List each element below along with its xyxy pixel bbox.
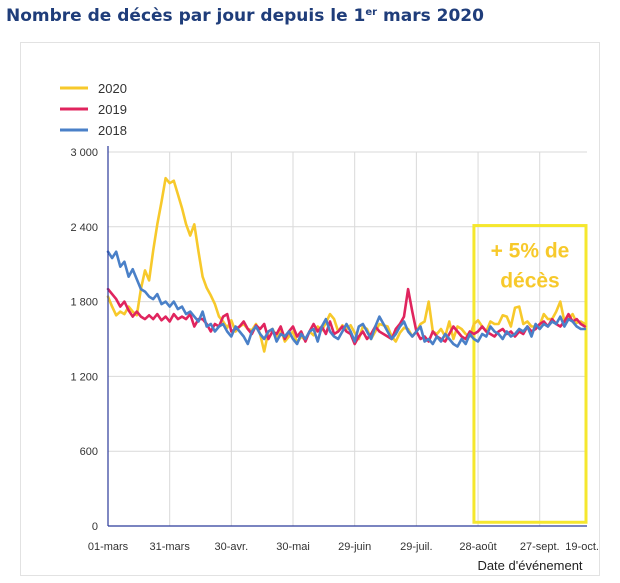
y-tick-label: 1 200 (70, 371, 98, 383)
highlight-layer: + 5% de décès (472, 224, 588, 524)
page-title-end: mars 2020 (377, 6, 484, 26)
x-tick-label: 28-août (459, 541, 496, 553)
page-title-main: Nombre de décès par jour depuis le 1 (6, 6, 366, 26)
legend-label-2019: 2019 (98, 102, 127, 117)
x-tick-label: 30-mai (276, 541, 310, 553)
x-tick-label: 19-oct. (565, 541, 599, 553)
x-tick-label: 01-mars (88, 541, 129, 553)
highlight-box (472, 224, 588, 524)
highlight-label: + 5% de (491, 240, 570, 263)
series-line-2020 (106, 176, 587, 353)
x-axis-title: Date d'événement (477, 558, 582, 573)
grid-lines (108, 151, 587, 527)
y-tick-label: 600 (80, 446, 98, 458)
x-tick-label: 29-juin (338, 541, 371, 553)
chart-frame (20, 42, 600, 576)
x-tick-labels: 01-mars 31-mars 30-avr. 30-mai 29-juin 29-jui… (88, 541, 599, 553)
series-lines (106, 176, 587, 353)
legend-label-2020: 2020 (98, 81, 127, 96)
x-tick-label: 30-avr. (215, 541, 249, 553)
y-tick-label: 2 400 (70, 222, 98, 234)
x-tick-label: 31-mars (150, 541, 191, 553)
x-tick-label: 29-juil. (400, 541, 432, 553)
legend: 2020 2019 2018 (60, 81, 127, 138)
y-tick-label: 3 000 (70, 147, 98, 159)
highlight-label: décès (500, 270, 560, 293)
y-tick-label: 1 800 (70, 297, 98, 309)
page-title: Nombre de décès par jour depuis le 1er m… (6, 6, 484, 26)
y-tick-labels: 0 600 1 200 1 800 2 400 3 000 (70, 147, 98, 533)
y-tick-label: 0 (92, 521, 98, 533)
series-line-2018 (106, 250, 587, 348)
legend-label-2018: 2018 (98, 123, 127, 138)
x-tick-label: 27-sept. (520, 541, 560, 553)
page-title-superscript: er (365, 7, 378, 18)
axes (107, 146, 587, 527)
